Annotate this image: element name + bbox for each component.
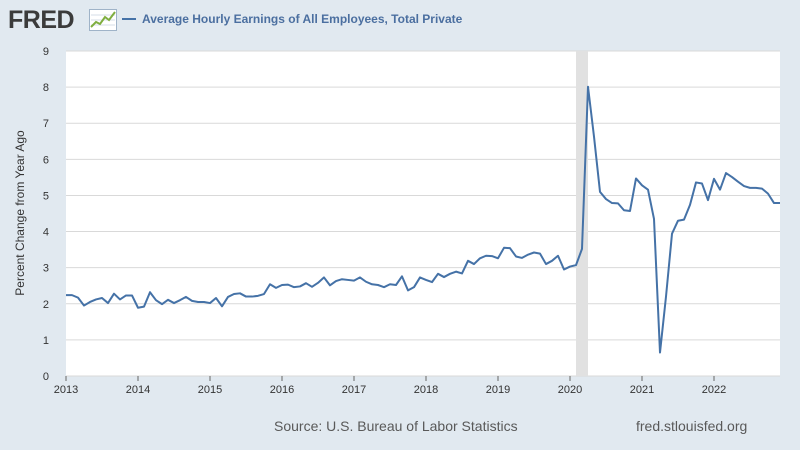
y-tick-label: 9 <box>43 46 49 58</box>
y-tick-label: 3 <box>43 263 49 275</box>
y-tick-label: 2 <box>43 299 49 311</box>
source-note: Source: U.S. Bureau of Labor Statistics <box>274 418 518 434</box>
chart-header: FRED Average Hourly Earnings of All Empl… <box>0 0 800 40</box>
x-tick-label: 2014 <box>126 384 150 396</box>
y-axis-label: Percent Change from Year Ago <box>13 130 27 296</box>
x-tick-label: 2019 <box>486 384 510 396</box>
y-tick-label: 6 <box>43 154 49 166</box>
fred-logo[interactable]: FRED <box>8 6 75 34</box>
recession-band <box>576 51 588 376</box>
x-tick-label: 2017 <box>342 384 366 396</box>
x-tick-label: 2022 <box>702 384 726 396</box>
y-tick-label: 7 <box>43 118 49 130</box>
x-tick-label: 2013 <box>54 384 78 396</box>
series-line <box>66 85 780 354</box>
line-graph-icon <box>89 9 117 31</box>
y-tick-label: 1 <box>43 335 49 347</box>
chart-legend: Average Hourly Earnings of All Employees… <box>122 10 462 28</box>
plot-area <box>66 51 780 376</box>
x-tick-label: 2021 <box>630 384 654 396</box>
x-tick-label: 2015 <box>198 384 222 396</box>
x-tick-label: 2020 <box>558 384 582 396</box>
y-tick-label: 5 <box>43 190 49 202</box>
site-link[interactable]: fred.stlouisfed.org <box>636 418 748 434</box>
x-tick-label: 2016 <box>270 384 294 396</box>
y-tick-label: 4 <box>43 227 49 239</box>
legend-swatch <box>122 18 136 20</box>
x-tick-label: 2018 <box>414 384 438 396</box>
y-tick-label: 8 <box>43 82 49 94</box>
legend-label[interactable]: Average Hourly Earnings of All Employees… <box>142 12 463 26</box>
y-tick-label: 0 <box>43 371 49 383</box>
